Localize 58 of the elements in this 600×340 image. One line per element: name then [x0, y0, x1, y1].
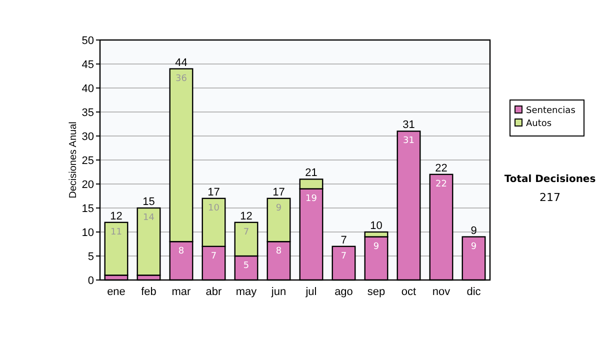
bar — [104, 222, 128, 276]
bar — [136, 207, 161, 276]
y-tick-label: 15 — [82, 203, 94, 215]
data-label: 11 — [110, 227, 122, 238]
y-tick-label: 10 — [82, 227, 94, 239]
data-label: 31 — [403, 136, 414, 146]
data-label: 10 — [208, 203, 220, 214]
text: Total Decisiones — [504, 174, 596, 185]
x-tick-label: ago — [334, 286, 353, 298]
x-tick-label: oct — [401, 286, 416, 298]
y-tick-label: 20 — [82, 179, 94, 191]
total-label: 31 — [402, 119, 415, 132]
total-label: 17 — [208, 186, 220, 198]
x-tick-label: feb — [141, 286, 156, 298]
text: 217 — [540, 191, 560, 204]
total-label: 12 — [240, 210, 252, 222]
x-tick-label: may — [236, 286, 258, 298]
total-label: 22 — [435, 162, 448, 174]
data-label: 7 — [340, 251, 347, 262]
x-tick-label: mar — [172, 286, 192, 298]
data-label: 36 — [176, 74, 188, 84]
data-label: 7 — [243, 227, 250, 238]
data-label: 8 — [178, 246, 184, 257]
total-label: 17 — [272, 186, 285, 198]
data-label: 7 — [210, 251, 217, 262]
y-tick-label: 40 — [82, 83, 94, 95]
total-label: 10 — [370, 220, 382, 232]
y-tick-label: 45 — [82, 59, 94, 71]
data-label: 19 — [306, 194, 318, 204]
total-label: 7 — [340, 234, 347, 246]
y-tick-label: 50 — [82, 35, 94, 47]
x-tick-label: dic — [466, 286, 482, 298]
x-tick-label: abr — [206, 286, 222, 298]
y-tick-label: 35 — [82, 107, 94, 119]
data-label: 14 — [143, 213, 155, 223]
y-tick-label: 0 — [88, 275, 94, 287]
data-label: 9 — [373, 242, 380, 252]
legend-label: Sentencias — [526, 106, 576, 116]
y-tick-label: 30 — [82, 131, 94, 143]
y-axis-title: Decisiones Anual — [68, 122, 79, 198]
x-tick-label: nov — [432, 286, 451, 298]
data-label: 8 — [276, 246, 282, 257]
x-tick-label: jun — [270, 286, 286, 298]
total-label: 21 — [305, 167, 318, 180]
y-tick-label: 5 — [88, 251, 94, 263]
data-label: 5 — [243, 261, 250, 271]
x-tick-label: ene — [107, 286, 126, 298]
x-tick-label: sep — [367, 286, 386, 298]
x-tick-label: jul — [304, 286, 317, 298]
total-label: 15 — [142, 196, 155, 208]
legend-label: Autos — [526, 119, 552, 129]
y-tick-label: 25 — [82, 155, 94, 167]
data-label: 22 — [436, 179, 447, 190]
total-label: 9 — [470, 224, 477, 237]
data-label: 9 — [470, 242, 477, 252]
data-label: 9 — [276, 203, 282, 214]
total-label: 12 — [110, 210, 122, 222]
total-label: 44 — [175, 56, 188, 69]
